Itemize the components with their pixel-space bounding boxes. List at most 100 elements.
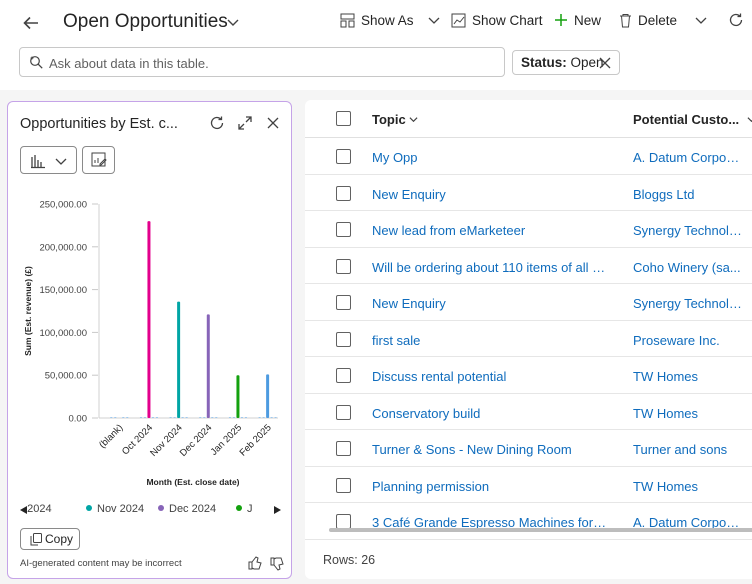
legend-prev-icon[interactable]	[20, 506, 27, 514]
table-row[interactable]: Will be ordering about 110 items of all …	[305, 248, 752, 284]
legend-item[interactable]: Jan 2025	[236, 503, 253, 515]
customer-link[interactable]: Synergy Technolo...	[633, 296, 743, 311]
thumbs-down-icon[interactable]	[270, 557, 284, 571]
row-checkbox[interactable]	[336, 441, 351, 456]
legend-item[interactable]: Oct 2024	[26, 503, 52, 515]
edit-chart-button[interactable]	[82, 146, 115, 174]
row-checkbox[interactable]	[336, 514, 351, 529]
customer-link[interactable]: Synergy Technolo...	[633, 223, 743, 238]
topic-link[interactable]: Planning permission	[372, 478, 490, 494]
chart-type-dropdown[interactable]	[20, 146, 77, 174]
filter-chip-label: Status:	[521, 55, 567, 70]
copy-button[interactable]: Copy	[20, 528, 80, 550]
table-row[interactable]: Planning permission TW Homes	[305, 467, 752, 503]
row-checkbox[interactable]	[336, 258, 351, 274]
customer-link[interactable]: Turner and sons	[633, 442, 728, 457]
table-row[interactable]: first sale Proseware Inc.	[305, 321, 752, 357]
legend-item[interactable]: Nov 2024	[86, 503, 144, 515]
bar-stub	[173, 417, 176, 418]
show-as-button[interactable]: Show As	[340, 10, 446, 30]
row-checkbox[interactable]	[336, 149, 351, 164]
command-bar: Open Opportunities Show As Show Chart Ne…	[0, 0, 752, 90]
row-checkbox[interactable]	[336, 404, 351, 420]
copilot-search-input[interactable]: Ask about data in this table.	[19, 47, 505, 77]
bar-stub	[169, 417, 172, 418]
close-icon[interactable]	[599, 57, 611, 69]
table-row[interactable]: New Enquiry Bloggs Ltd	[305, 175, 752, 211]
legend-dot	[236, 505, 242, 511]
topic-link[interactable]: New lead from eMarketeer	[372, 223, 526, 238]
refresh-icon[interactable]	[209, 115, 225, 131]
bar-stub	[211, 417, 214, 418]
table-row[interactable]: Discuss rental potential TW Homes	[305, 357, 752, 394]
search-placeholder: Ask about data in this table.	[49, 56, 209, 71]
expand-icon[interactable]	[237, 115, 253, 131]
table-row[interactable]: New lead from eMarketeer Synergy Technolo…	[305, 211, 752, 248]
bar	[177, 301, 181, 418]
row-checkbox[interactable]	[336, 331, 351, 347]
customer-link[interactable]: Coho Winery (sa...	[633, 259, 741, 275]
legend-item[interactable]: Dec 2024	[158, 503, 216, 515]
page-title: Open Opportunities	[63, 11, 228, 32]
topic-link[interactable]: Turner & Sons - New Dining Room	[372, 442, 572, 457]
topic-link[interactable]: New Enquiry	[372, 186, 446, 202]
horizontal-scrollbar[interactable]	[329, 528, 752, 532]
y-tick-label: 250,000.00	[39, 200, 87, 211]
topic-link[interactable]: My Opp	[372, 150, 418, 165]
table-row[interactable]: New Enquiry Synergy Technolo...	[305, 284, 752, 321]
more-commands-button[interactable]	[688, 10, 714, 30]
y-tick-label: 100,000.00	[39, 328, 87, 339]
customer-link[interactable]: A. Datum Corpora...	[633, 150, 743, 165]
thumbs-up-icon[interactable]	[248, 556, 262, 570]
bar	[206, 314, 210, 418]
row-checkbox[interactable]	[336, 295, 351, 310]
column-header-customer[interactable]: Potential Custo...	[633, 112, 752, 127]
edit-chart-icon	[91, 152, 107, 167]
chevron-down-icon[interactable]	[226, 15, 240, 29]
plus-icon	[555, 14, 567, 26]
legend-next-icon[interactable]	[274, 506, 281, 514]
row-checkbox[interactable]	[336, 222, 351, 237]
chevron-down-icon	[695, 17, 707, 24]
bar-stub	[270, 417, 273, 418]
new-button[interactable]: New	[554, 10, 601, 30]
column-header-topic[interactable]: Topic	[372, 112, 418, 127]
bar-stub	[155, 417, 158, 418]
back-arrow-icon[interactable]	[20, 12, 42, 34]
legend-items: Oct 2024 Nov 2024 Dec 2024 Jan 2025	[26, 502, 253, 518]
row-checkbox[interactable]	[336, 368, 351, 383]
table-row[interactable]: My Opp A. Datum Corpora...	[305, 138, 752, 175]
bar-stub	[258, 417, 261, 418]
x-tick-label: (blank)	[97, 422, 125, 450]
copy-icon	[30, 533, 42, 546]
close-icon[interactable]	[265, 115, 281, 131]
chevron-down-icon	[747, 117, 752, 123]
row-checkbox[interactable]	[336, 185, 351, 201]
topic-link[interactable]: Conservatory build	[372, 405, 481, 421]
topic-link[interactable]: first sale	[372, 332, 421, 348]
y-tick-label: 150,000.00	[39, 285, 87, 296]
rows-count: Rows: 26	[323, 553, 376, 567]
ai-disclaimer: AI-generated content may be incorrect	[20, 558, 182, 569]
table-row[interactable]: Turner & Sons - New Dining Room Turner an…	[305, 430, 752, 467]
bar-stub	[240, 417, 243, 418]
topic-link[interactable]: Will be ordering about 110 items of all …	[372, 259, 608, 275]
status-filter-chip[interactable]: Status: Open	[512, 50, 620, 75]
refresh-button[interactable]	[728, 10, 750, 30]
legend-label: Jan 2025	[247, 503, 253, 515]
row-checkbox[interactable]	[336, 477, 351, 493]
grid-header: Topic Potential Custo...	[305, 100, 752, 138]
customer-link[interactable]: TW Homes	[633, 478, 698, 494]
table-row[interactable]: Conservatory build TW Homes	[305, 394, 752, 430]
chart-legend: Oct 2024 Nov 2024 Dec 2024 Jan 2025	[8, 502, 293, 518]
delete-button[interactable]: Delete	[619, 10, 677, 30]
customer-link[interactable]: Bloggs Ltd	[633, 186, 695, 202]
topic-link[interactable]: Discuss rental potential	[372, 369, 507, 384]
topic-link[interactable]: New Enquiry	[372, 296, 446, 311]
customer-link[interactable]: TW Homes	[633, 405, 698, 421]
customer-link[interactable]: Proseware Inc.	[633, 332, 720, 348]
customer-link[interactable]: TW Homes	[633, 369, 698, 384]
select-all-checkbox[interactable]	[336, 111, 351, 126]
show-chart-button[interactable]: Show Chart	[451, 10, 543, 30]
table-row[interactable]: 3 Café Grande Espresso Machines for A. D…	[305, 503, 752, 540]
